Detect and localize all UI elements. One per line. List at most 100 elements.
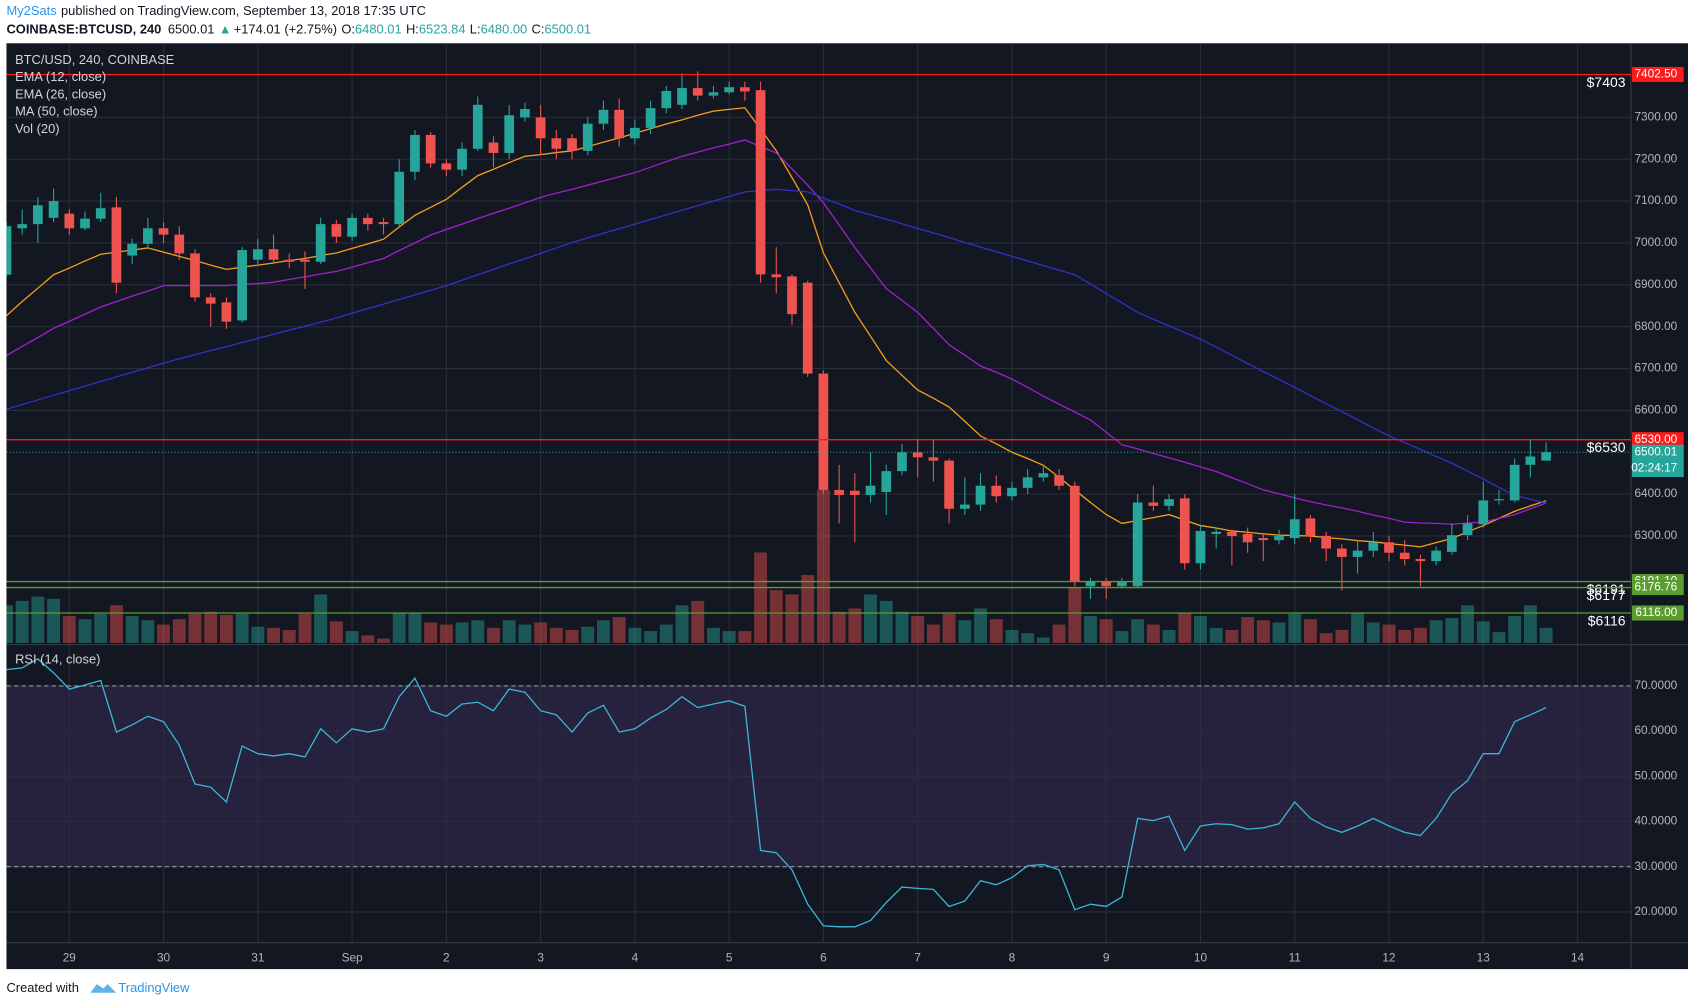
level-tag: $6191: [1587, 581, 1626, 597]
chart-panel: [6, 43, 1688, 970]
volume-bar: [314, 594, 328, 643]
ma-line: [6, 107, 1547, 548]
candle-body: [771, 274, 782, 278]
volume-bar: [565, 629, 579, 643]
volume-bar: [502, 620, 516, 643]
volume-bar: [785, 594, 799, 643]
candle-body: [268, 249, 279, 260]
candle-body: [80, 218, 90, 229]
candle-body: [1195, 530, 1206, 564]
volume-bar: [1476, 621, 1490, 643]
candle-body: [1054, 475, 1064, 486]
rsi-tick-label: 30.0000: [1634, 859, 1677, 873]
plot-area: [6, 43, 1631, 943]
footer-brand[interactable]: TradingView: [118, 980, 190, 995]
ohlc-value: 6523.84: [419, 22, 466, 37]
volume-bar: [172, 619, 186, 643]
volume-bar: [361, 635, 375, 643]
overlay: 6300.00 6400.00 6600.00 6700.00 6800.00 6900.…: [6, 43, 1688, 970]
volume-bar: [706, 627, 720, 643]
rsi-tick-label: 50.0000: [1634, 768, 1677, 782]
candle-body: [787, 276, 797, 315]
y-tick-label: 7200.00: [1634, 151, 1677, 165]
candle-body: [347, 217, 357, 237]
level-axis-box: [1632, 605, 1684, 621]
volume-bar: [675, 605, 689, 643]
volume-bar: [1084, 615, 1097, 643]
header-line-1: My2Sats published on TradingView.com, Sep…: [6, 3, 425, 18]
volume-bar: [989, 619, 1003, 643]
candle-body: [64, 213, 75, 229]
candle-body: [237, 250, 247, 321]
candle-body: [802, 282, 813, 374]
level-tag: $7403: [1587, 74, 1626, 90]
x-tick-label: 4: [632, 950, 639, 964]
candle-body: [362, 217, 373, 225]
candle-body: [912, 452, 923, 458]
candle-body: [897, 452, 907, 472]
volume-bar: [1461, 605, 1475, 643]
ohlc-key: L:: [470, 22, 481, 37]
candle-body: [205, 297, 216, 304]
volume-bar: [911, 615, 925, 643]
candle-body: [1085, 581, 1096, 587]
volume-bar: [1256, 620, 1270, 643]
author[interactable]: My2Sats: [6, 3, 56, 18]
volume-bar: [801, 575, 815, 643]
candle-body: [1069, 485, 1080, 582]
price: 6500.01: [168, 22, 215, 37]
candle-body: [158, 228, 169, 235]
volume-bar: [864, 594, 878, 643]
rsi-title: RSI (14, close): [15, 652, 100, 667]
candle-body: [33, 205, 43, 225]
volume-bar: [534, 622, 548, 643]
level-axis-box: [1632, 432, 1684, 448]
candle-body: [959, 504, 970, 509]
candle-body: [677, 88, 687, 105]
rsi-tick-label: 60.0000: [1634, 723, 1677, 737]
candle-body: [472, 104, 483, 149]
volume-bar: [408, 612, 422, 643]
y-tick-label: 6700.00: [1634, 361, 1677, 375]
candle-body: [1494, 499, 1504, 501]
candle-body: [441, 163, 452, 170]
volume-bar: [1319, 633, 1333, 643]
candle-body: [1399, 552, 1410, 560]
candle-body: [724, 87, 734, 93]
ohlc-value: 6480.00: [481, 22, 528, 37]
volume-bar: [1036, 637, 1050, 643]
footer-logo: [90, 984, 117, 993]
last-price-label: 6500.01: [1634, 444, 1677, 458]
volume-bar: [1366, 622, 1380, 643]
level-axis-label: 6116.00: [1635, 605, 1677, 619]
volume-bar: [31, 596, 45, 643]
volume-bar: [926, 624, 940, 643]
volume-bar: [691, 600, 705, 643]
candle-body: [1022, 477, 1033, 488]
candle-body: [190, 253, 200, 298]
candle-body: [111, 207, 122, 283]
y-tick-label: 6900.00: [1634, 277, 1677, 291]
candle-body: [944, 460, 954, 509]
ohlc-value: 6500.01: [544, 22, 591, 37]
volume-bar: [125, 615, 139, 643]
candle-body: [1478, 500, 1489, 525]
volume-bar: [848, 608, 862, 643]
candle-body: [1415, 559, 1426, 562]
volume-bar: [1429, 620, 1443, 643]
volume-bar: [424, 622, 438, 643]
candle-body: [1509, 464, 1520, 501]
candle-body: [300, 259, 310, 262]
candle-body: [174, 234, 185, 254]
level-axis-box: [1632, 580, 1684, 596]
volume-bar: [1005, 629, 1019, 643]
candle-body: [1289, 519, 1300, 539]
volume-bar: [1068, 586, 1082, 643]
candle-body: [535, 117, 546, 139]
level-axis-box: [1632, 66, 1684, 83]
ma-line: [6, 188, 1547, 504]
volume-bar: [816, 490, 830, 643]
y-tick-label: 7000.00: [1634, 235, 1677, 249]
candle-body: [1352, 550, 1363, 557]
volume-bar: [15, 600, 29, 643]
